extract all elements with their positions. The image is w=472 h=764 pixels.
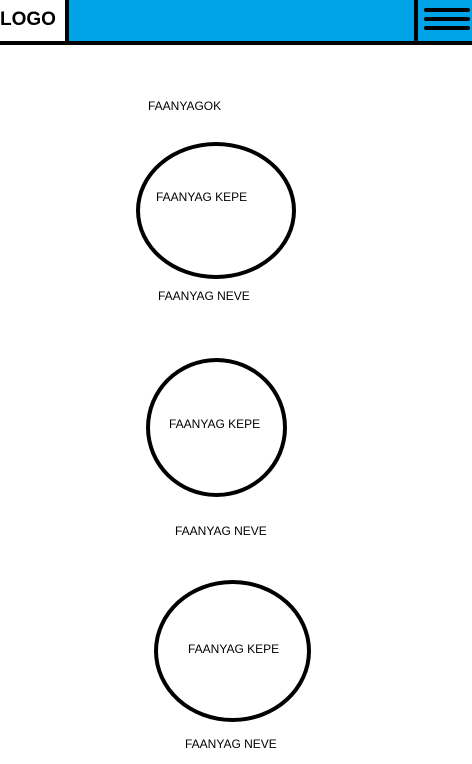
hamburger-menu-icon[interactable] bbox=[424, 6, 470, 32]
product-image[interactable] bbox=[146, 358, 287, 497]
hamburger-line bbox=[424, 26, 470, 30]
logo-divider bbox=[65, 0, 69, 45]
header-bar bbox=[0, 0, 472, 42]
product-name[interactable]: FAANYAG NEVE bbox=[185, 737, 277, 751]
product-image[interactable] bbox=[154, 580, 311, 722]
header: LOGO bbox=[0, 0, 472, 46]
section-title: FAANYAGOK bbox=[148, 99, 222, 113]
product-image[interactable] bbox=[136, 142, 296, 279]
product-name[interactable]: FAANYAG NEVE bbox=[175, 524, 267, 538]
header-divider bbox=[0, 41, 472, 45]
logo[interactable]: LOGO bbox=[0, 0, 68, 42]
menu-divider bbox=[414, 0, 418, 45]
hamburger-line bbox=[424, 8, 470, 12]
product-image-label: FAANYAG KEPE bbox=[156, 190, 248, 204]
hamburger-line bbox=[424, 17, 470, 21]
product-name[interactable]: FAANYAG NEVE bbox=[158, 289, 250, 303]
logo-text: LOGO bbox=[0, 9, 56, 30]
product-image-label: FAANYAG KEPE bbox=[169, 417, 261, 431]
product-image-label: FAANYAG KEPE bbox=[188, 642, 280, 656]
